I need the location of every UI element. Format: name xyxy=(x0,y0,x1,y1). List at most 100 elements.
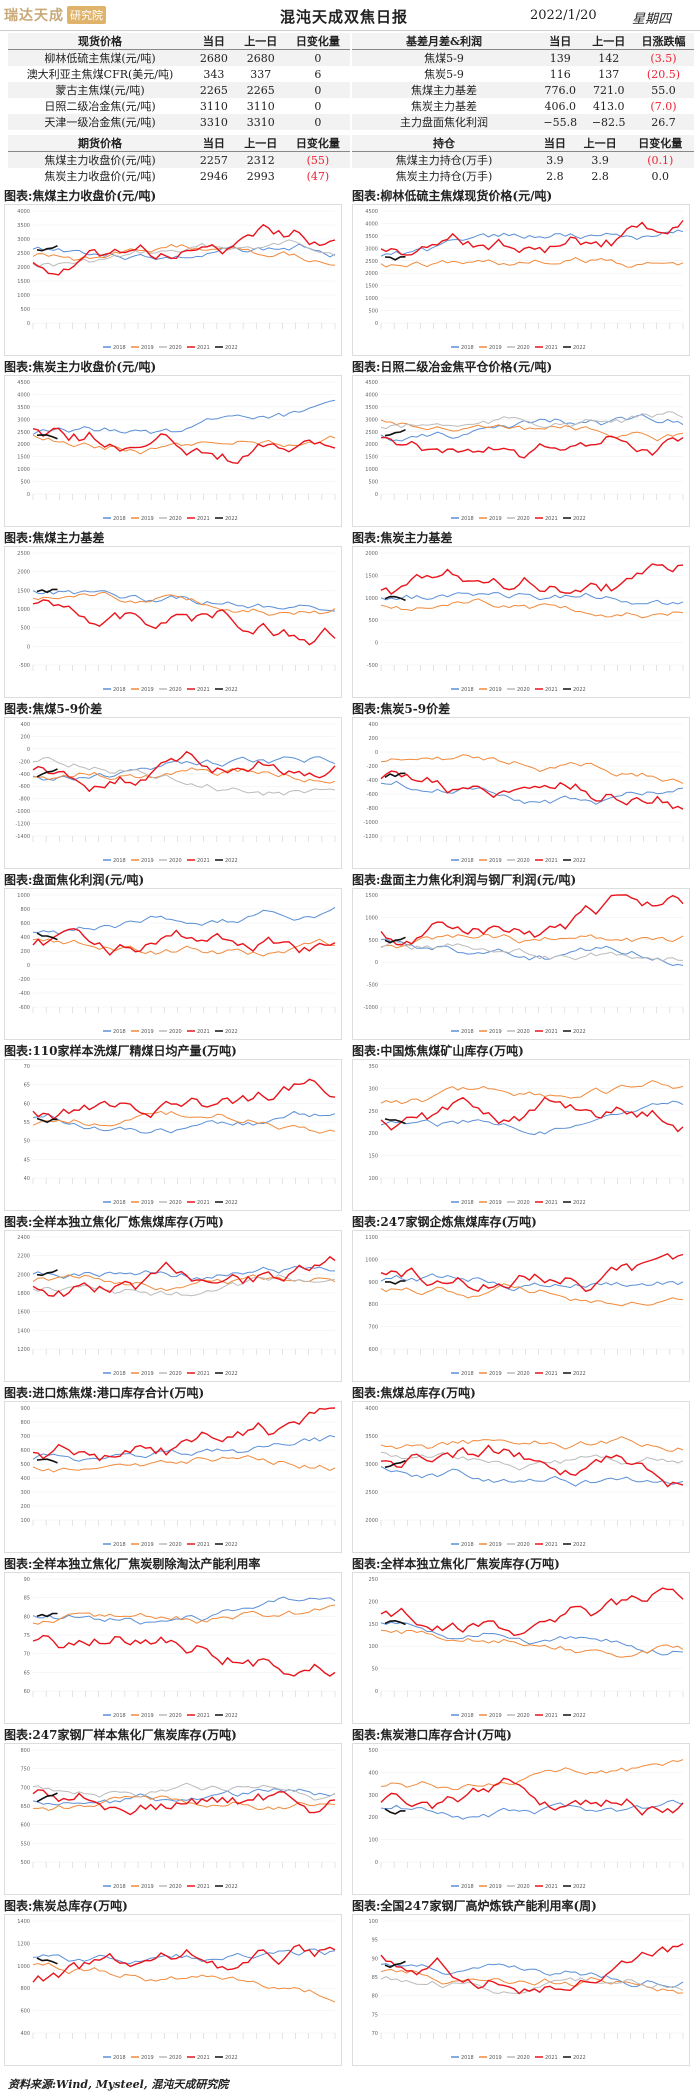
series-line-2022 xyxy=(384,428,406,437)
cell-change: (55) xyxy=(285,151,350,168)
series-line-2021 xyxy=(32,427,336,465)
legend-label: 2019 xyxy=(489,1713,502,1719)
y-tick-label: 1000 xyxy=(365,915,378,921)
series-line-2018 xyxy=(32,1434,336,1462)
y-tick-label: 1500 xyxy=(17,588,30,594)
y-tick-label: 750 xyxy=(20,1767,30,1773)
series-line-2018 xyxy=(32,756,336,781)
series-line-2020 xyxy=(380,411,684,430)
chart-panel: 4500 4000 3500 3000 2500 2000 1500 1000 500 0 2018… xyxy=(352,375,690,527)
y-tick-label: -800 xyxy=(19,797,30,803)
y-tick-label: 400 xyxy=(20,2031,30,2037)
cell-today: 406.0 xyxy=(544,99,576,113)
chart-panel: 2500 2000 1500 1000 500 0 -500 2018 2019 2020 2021… xyxy=(4,546,342,698)
legend-label: 2018 xyxy=(461,1884,474,1890)
y-tick-label: 400 xyxy=(20,722,30,728)
series-line-2019 xyxy=(380,1080,684,1105)
legend-label: 2020 xyxy=(517,345,530,351)
table-header: 上一日 xyxy=(584,33,633,50)
cell-name: 焦煤主力基差 xyxy=(352,82,536,98)
table-row: 焦炭5-9 116 137 (20.5) xyxy=(352,66,694,82)
legend-label: 2018 xyxy=(461,858,474,864)
y-tick-label: 500 xyxy=(368,938,378,944)
y-tick-label: 1500 xyxy=(365,455,378,461)
y-tick-label: 0 xyxy=(375,750,378,756)
chart-title: 图表:盘面焦化利润(元/吨) xyxy=(4,873,145,887)
cell-name: 焦炭5-9 xyxy=(424,68,464,81)
series-line-2022 xyxy=(384,1459,406,1469)
table-header: 日变化量 xyxy=(285,33,350,50)
chart-panel: 100 95 90 85 80 75 70 2018 2019 2020 2021 2022 xyxy=(352,1914,690,2066)
line-chart: 250 200 150 100 50 0 2018 2019 2020 2021 2022 xyxy=(368,1577,684,1719)
y-tick-label: 60 xyxy=(24,1101,30,1107)
y-tick-label: 1000 xyxy=(365,296,378,302)
y-tick-label: 3500 xyxy=(17,223,30,229)
y-tick-label: 1000 xyxy=(17,893,30,899)
legend-label: 2021 xyxy=(197,345,210,351)
y-tick-label: 500 xyxy=(20,1860,30,1866)
y-tick-label: 2000 xyxy=(17,265,30,271)
series-line-2021 xyxy=(32,750,336,793)
y-tick-label: 2000 xyxy=(17,442,30,448)
series-line-2018 xyxy=(32,243,336,261)
line-chart: 350 300 250 200 150 100 2018 2019 2020 2021 2022 xyxy=(368,1064,684,1206)
legend-label: 2022 xyxy=(573,1371,586,1377)
y-tick-label: 4000 xyxy=(365,221,378,227)
series-line-2022 xyxy=(385,1280,406,1285)
y-tick-label: -200 xyxy=(19,977,30,983)
y-tick-label: 3500 xyxy=(365,1434,378,1440)
legend-label: 2019 xyxy=(141,516,154,522)
logo-text: 瑞达天成 xyxy=(4,8,64,24)
cell-name: 焦煤5-9 xyxy=(352,49,536,66)
table-header: 期货价格 xyxy=(8,135,192,152)
chart-panel: 4000 3500 3000 2500 2000 1500 1000 500 0 2018 2019… xyxy=(4,204,342,356)
y-tick-label: 1500 xyxy=(365,284,378,290)
chart-title: 图表:焦煤主力基差 xyxy=(4,531,105,545)
y-tick-label: 250 xyxy=(368,1109,378,1115)
legend-label: 2021 xyxy=(197,1542,210,1548)
y-tick-label: -500 xyxy=(367,663,378,669)
y-tick-label: 2000 xyxy=(365,271,378,277)
cell-change: 0.0 xyxy=(651,169,669,183)
legend-label: 2022 xyxy=(225,516,238,522)
series-line-2022 xyxy=(384,1619,406,1626)
legend-label: 2020 xyxy=(517,858,530,864)
y-tick-label: 300 xyxy=(368,1793,378,1799)
cell-prev: 413.0 xyxy=(592,99,625,113)
series-line-2019 xyxy=(380,1436,684,1452)
legend-label: 2022 xyxy=(225,345,238,351)
legend-label: 2019 xyxy=(489,516,502,522)
cell-today: 2265 xyxy=(192,82,236,98)
cell-prev: 2265 xyxy=(235,82,286,98)
y-tick-label: 2400 xyxy=(17,1235,30,1241)
y-tick-label: -600 xyxy=(367,792,378,798)
series-line-2022 xyxy=(384,1960,406,1969)
cell-today: 116 xyxy=(549,67,571,81)
legend-label: 2020 xyxy=(517,1029,530,1035)
cell-prev: 2680 xyxy=(235,49,286,66)
legend-label: 2020 xyxy=(169,858,182,864)
chart-title: 图表:中国炼焦煤矿山库存(万吨) xyxy=(352,1044,524,1058)
chart-panel: 350 300 250 200 150 100 2018 2019 2020 2021 2022 xyxy=(352,1059,690,1211)
legend-label: 2022 xyxy=(573,516,586,522)
cell-prev: 721.0 xyxy=(584,82,633,98)
line-chart: 1000 800 600 400 200 0 -200 -400 -600 2018 2019 202… xyxy=(17,893,336,1035)
line-chart: 400 200 0 -200 -400 -600 -800 -1000 -1200 -1400 20… xyxy=(15,722,336,864)
cell-change: 6 xyxy=(314,67,322,81)
y-tick-label: 2200 xyxy=(17,1254,30,1260)
legend-label: 2018 xyxy=(113,1200,126,1206)
table-row: 焦煤主力持仓(万手) 3.9 3.9 (0.1) xyxy=(352,151,694,168)
cell-today: 343 xyxy=(203,67,225,81)
y-tick-label: 100 xyxy=(368,1919,378,1925)
series-line-2022 xyxy=(36,932,58,941)
series-line-2019 xyxy=(32,591,336,616)
y-tick-label: 70 xyxy=(24,1064,30,1070)
legend-label: 2018 xyxy=(113,687,126,693)
legend-label: 2022 xyxy=(225,1029,238,1035)
y-tick-label: 1000 xyxy=(365,467,378,473)
y-tick-label: 4000 xyxy=(17,209,30,215)
table-row: 天津一级冶金焦(元/吨) 3310 3310 0 xyxy=(8,114,350,130)
y-tick-label: 80 xyxy=(24,1614,30,1620)
y-tick-label: 0 xyxy=(375,960,378,966)
y-tick-label: 3500 xyxy=(365,405,378,411)
